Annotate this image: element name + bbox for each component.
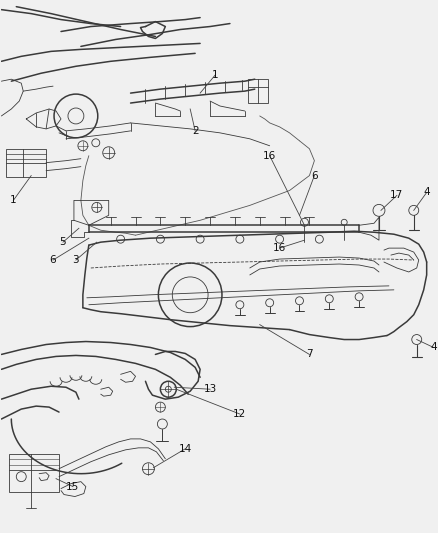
Text: 4: 4 <box>424 188 430 197</box>
Text: 17: 17 <box>390 190 403 200</box>
Text: 1: 1 <box>10 196 17 205</box>
Text: 5: 5 <box>60 237 66 247</box>
Text: 14: 14 <box>179 444 192 454</box>
Text: 1: 1 <box>212 70 218 80</box>
Text: 6: 6 <box>50 255 57 265</box>
Text: 16: 16 <box>263 151 276 161</box>
Bar <box>9 454 59 491</box>
Text: 16: 16 <box>273 243 286 253</box>
Text: 2: 2 <box>192 126 198 136</box>
Text: 12: 12 <box>233 409 247 419</box>
Text: 4: 4 <box>430 343 437 352</box>
Text: 7: 7 <box>306 350 313 359</box>
Bar <box>7 149 46 176</box>
Bar <box>248 79 268 103</box>
Text: 13: 13 <box>203 384 217 394</box>
Text: 15: 15 <box>66 482 80 491</box>
Text: 6: 6 <box>311 171 318 181</box>
Text: 3: 3 <box>73 255 79 265</box>
